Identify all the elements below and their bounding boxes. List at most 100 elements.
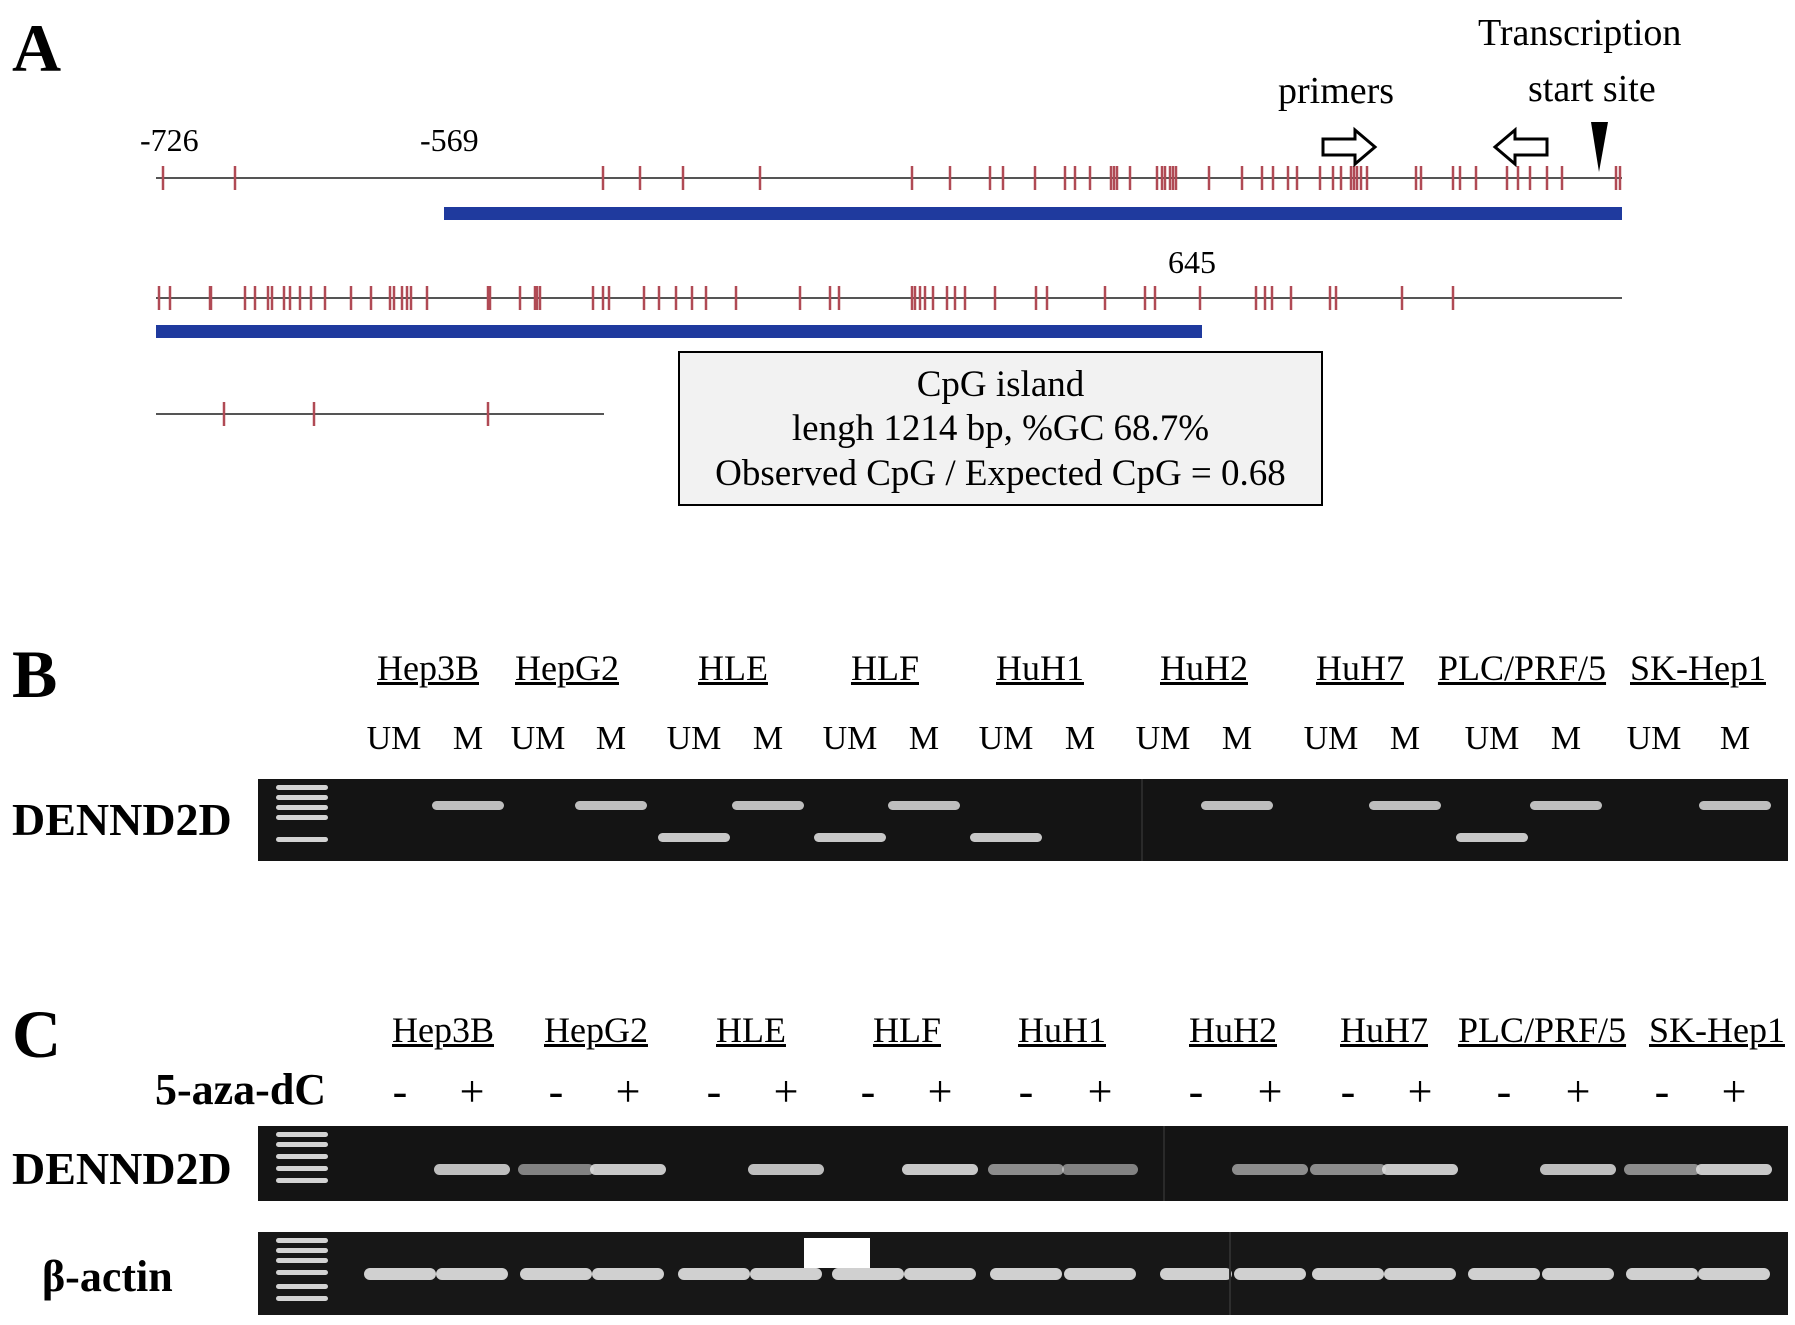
gel-band — [1456, 833, 1528, 842]
ladder-band — [276, 815, 328, 820]
lane-label: M — [1221, 720, 1253, 757]
panel-b-label: B — [12, 636, 58, 712]
cell-line-label: PLC/PRF/5 — [1457, 1010, 1627, 1050]
gel-band — [888, 801, 960, 810]
gel-band — [904, 1268, 976, 1280]
treatment-lane-label: - — [392, 1067, 408, 1116]
treatment-lane-label: - — [1496, 1067, 1512, 1116]
lane-label: M — [452, 720, 484, 757]
cell-line-label: Hep3B — [377, 648, 479, 688]
cpg-island-info-box: CpG island lengh 1214 bp, %GC 68.7% Obse… — [678, 351, 1323, 506]
gel-band — [1384, 1268, 1456, 1280]
treatment-lane-label: - — [706, 1067, 722, 1116]
lane-label: UM — [666, 720, 722, 757]
cell-line-label: HuH1 — [1018, 1010, 1106, 1050]
lane-label: UM — [822, 720, 878, 757]
gel-band — [1310, 1164, 1386, 1175]
ladder-band — [276, 1248, 328, 1253]
panel-c-label: C — [12, 996, 62, 1072]
treatment-lane-label: - — [1654, 1067, 1670, 1116]
ladder-band — [276, 1132, 328, 1137]
gel-band — [1201, 801, 1273, 810]
treatment-lane-label: - — [860, 1067, 876, 1116]
gel-band — [1369, 801, 1441, 810]
gel-band — [1234, 1268, 1306, 1280]
cell-line-label: HuH1 — [996, 648, 1084, 688]
gel-band — [518, 1164, 594, 1175]
ladder-band — [276, 1258, 328, 1263]
gel-band — [432, 801, 504, 810]
ladder-band — [276, 795, 328, 800]
cell-line-label: HuH2 — [1189, 1010, 1277, 1050]
panel-c-gel-image — [258, 1126, 1788, 1201]
treatment-lane-label: - — [1018, 1067, 1034, 1116]
cpg-island-bar-1 — [444, 207, 1622, 220]
gel-band — [988, 1164, 1064, 1175]
gel-band — [1468, 1268, 1540, 1280]
ladder-band — [276, 1166, 328, 1171]
treatment-lane-label: + — [1087, 1067, 1113, 1116]
tss-label-line1: Transcription — [1478, 12, 1682, 54]
gel-band — [1698, 1268, 1770, 1280]
panel-b-gene-label: DENND2D — [12, 794, 232, 845]
treatment-lane-label: + — [773, 1067, 799, 1116]
gel-band — [1064, 1268, 1136, 1280]
cell-line-label: HepG2 — [544, 1010, 648, 1050]
ladder-band — [276, 1296, 328, 1301]
cell-line-label: HLF — [850, 648, 919, 688]
gel-band — [1312, 1268, 1384, 1280]
gel-band — [1699, 801, 1771, 810]
lane-label: UM — [510, 720, 566, 757]
ladder-band — [276, 785, 328, 790]
gel-band — [1530, 801, 1602, 810]
ladder-band — [276, 805, 328, 810]
gel-band — [902, 1164, 978, 1175]
treatment-lane-label: - — [1188, 1067, 1204, 1116]
gel-band — [970, 833, 1042, 842]
lane-label: UM — [1135, 720, 1191, 757]
tss-label-line2: start site — [1528, 68, 1656, 110]
gel-band — [575, 801, 647, 810]
gel-band — [1540, 1164, 1616, 1175]
ladder-band — [276, 1154, 328, 1159]
primers-label: primers — [1278, 70, 1395, 112]
cell-line-label: HuH7 — [1340, 1010, 1428, 1050]
ladder-band — [276, 837, 328, 842]
ladder-band — [276, 1238, 328, 1243]
cell-line-label: HuH7 — [1316, 648, 1404, 688]
gel-band — [1382, 1164, 1458, 1175]
treatment-lane-label: + — [927, 1067, 953, 1116]
lane-label: UM — [1303, 720, 1359, 757]
treatment-lane-label: + — [459, 1067, 485, 1116]
position-726-label: -726 — [140, 122, 199, 158]
tss-marker — [1591, 122, 1608, 172]
cpg-box-line2: lengh 1214 bp, %GC 68.7% — [791, 408, 1210, 450]
gel-band — [1696, 1164, 1772, 1175]
cpg-box-line1: CpG island — [916, 364, 1085, 405]
cell-line-label: SK-Hep1 — [1649, 1010, 1785, 1050]
panel-c-control-label: β-actin — [42, 1252, 173, 1301]
cell-line-label: HLE — [716, 1010, 786, 1050]
treatment-lane-label: - — [548, 1067, 564, 1116]
panel-a-label: A — [12, 10, 62, 86]
gel-band — [1542, 1268, 1614, 1280]
forward-primer-arrow — [1321, 126, 1378, 168]
gel-band — [1626, 1268, 1698, 1280]
cell-line-label: HuH2 — [1160, 648, 1248, 688]
cpg-island-bar-2 — [156, 325, 1202, 338]
lane-label: M — [1719, 720, 1751, 757]
gel-band — [750, 1268, 822, 1280]
panel-b-gel-image — [258, 779, 1788, 861]
treatment-lane-label: + — [1565, 1067, 1591, 1116]
gel-band — [732, 801, 804, 810]
gel-band — [1160, 1268, 1232, 1280]
cell-line-label: HepG2 — [515, 648, 619, 688]
ladder-band — [276, 1178, 328, 1183]
lane-label: M — [595, 720, 627, 757]
gel-band — [364, 1268, 436, 1280]
lane-label: M — [1550, 720, 1582, 757]
panel-c-actin-gel-image — [258, 1232, 1788, 1315]
cpg-box-line3: Observed CpG / Expected CpG = 0.68 — [715, 452, 1286, 494]
gel-band — [590, 1164, 666, 1175]
